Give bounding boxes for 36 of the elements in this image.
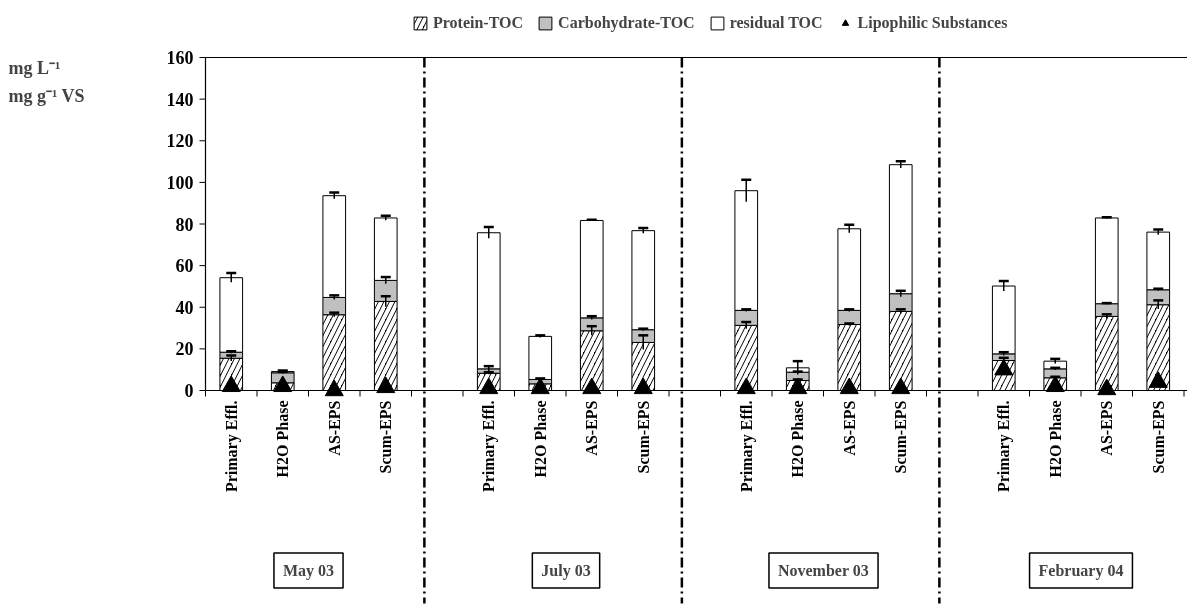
- x-tick-label: AS-EPS: [325, 400, 343, 456]
- x-tick-label: Scum-EPS: [377, 400, 395, 474]
- y-tick-label: 80: [175, 214, 194, 235]
- legend-label: Protein-TOC: [433, 14, 524, 32]
- y-tick-label: 20: [175, 339, 194, 360]
- y-tick-label: 60: [175, 256, 194, 277]
- x-tick-label: Primary Effl.: [480, 400, 499, 493]
- x-tick-label: H2O Phase: [789, 400, 807, 478]
- text: July 03: [541, 562, 591, 580]
- x-tick-label: H2O Phase: [531, 400, 549, 478]
- text: February 04: [1038, 562, 1124, 580]
- x-tick-label: Scum-EPS: [634, 400, 652, 474]
- text: November 03: [777, 562, 869, 579]
- y-tick-label: 120: [166, 131, 194, 152]
- y-tick-label: 160: [166, 48, 194, 68]
- x-tick-label: AS-EPS: [583, 400, 601, 456]
- x-tick-label: H2O Phase: [274, 400, 292, 478]
- x-tick-label: Primary Effl.: [995, 400, 1014, 493]
- y-tick-label: 0: [184, 381, 194, 401]
- legend-label: Lipophilic Substances: [857, 14, 1008, 32]
- text: May 03: [282, 562, 335, 580]
- bar: [476, 232, 501, 370]
- x-tick-label: Primary Effl.: [737, 400, 756, 493]
- legend-label: Carbohydrate-TOC: [558, 14, 695, 32]
- x-tick-label: Scum-EPS: [892, 400, 910, 474]
- x-tick-label: AS-EPS: [1098, 400, 1116, 456]
- y-axis-title: mg L⁻¹ mg g⁻¹ VS: [8, 57, 85, 106]
- legend-label: residual TOC: [729, 14, 823, 32]
- x-tick-label: AS-EPS: [840, 400, 858, 456]
- x-tick-label: Primary Effl.: [222, 400, 241, 493]
- bar: [528, 335, 553, 380]
- y-tick-label: 140: [166, 89, 194, 110]
- x-tick-label: Scum-EPS: [1149, 400, 1167, 474]
- y-tick-label: 40: [175, 297, 194, 318]
- y-tick-label: 100: [166, 172, 194, 193]
- x-tick-label: H2O Phase: [1046, 400, 1064, 478]
